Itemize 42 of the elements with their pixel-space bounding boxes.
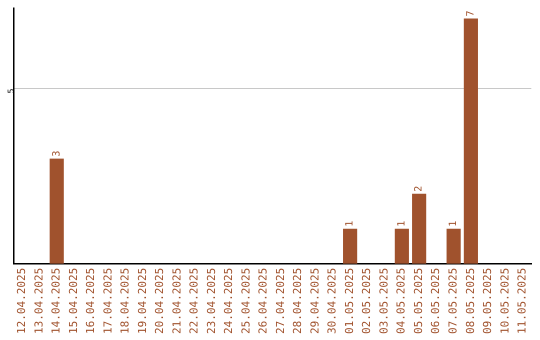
- bar: [464, 18, 478, 264]
- x-tick-label: 28.04.2025: [291, 268, 304, 334]
- bar: [394, 228, 409, 264]
- x-tick-label: 27.04.2025: [274, 268, 287, 334]
- x-tick-label: 08.05.2025: [464, 268, 477, 334]
- x-tick-label: 05.05.2025: [412, 268, 425, 334]
- x-tick-label: 29.04.2025: [308, 268, 322, 334]
- x-tick-label: 23.04.2025: [204, 268, 218, 334]
- x-tick-label: 30.04.2025: [326, 268, 339, 334]
- bar: [343, 228, 358, 264]
- x-tick-label: 03.05.2025: [377, 268, 390, 334]
- bar: [446, 228, 461, 264]
- x-tick-label: 09.05.2025: [481, 268, 494, 334]
- x-tick-label: 11.05.2025: [516, 268, 529, 334]
- x-tick-label: 07.05.2025: [446, 268, 460, 334]
- data-label: 3: [51, 150, 62, 157]
- x-tick-label: 18.04.2025: [118, 268, 132, 334]
- x-tick-label: 04.05.2025: [394, 268, 408, 334]
- x-tick-label: 06.05.2025: [429, 268, 442, 334]
- x-tick-label: 10.05.2025: [498, 268, 512, 334]
- x-tick-label: 15.04.2025: [66, 268, 80, 334]
- x-tick-label: 13.04.2025: [32, 268, 46, 334]
- data-label: 7: [465, 10, 476, 17]
- x-tick-label: 19.04.2025: [136, 268, 149, 334]
- data-label: 1: [344, 220, 356, 227]
- x-tick-label: 17.04.2025: [101, 268, 114, 334]
- data-label: 1: [396, 220, 408, 227]
- data-label: 1: [448, 220, 460, 227]
- x-tick-label: 22.04.2025: [188, 268, 201, 334]
- x-tick-label: 01.05.2025: [342, 268, 356, 334]
- bar: [50, 158, 64, 264]
- x-tick-label: 12.04.2025: [15, 268, 28, 334]
- x-tick-label: 16.04.2025: [84, 268, 98, 334]
- x-tick-label: 14.04.2025: [50, 268, 63, 334]
- x-tick-label: 25.04.2025: [239, 268, 252, 334]
- data-label: 2: [414, 186, 425, 192]
- x-tick-label: 02.05.2025: [360, 268, 374, 334]
- x-tick-label: 21.04.2025: [170, 268, 184, 334]
- x-tick-label: 20.04.2025: [153, 268, 166, 334]
- x-tick-label: 24.04.2025: [222, 268, 236, 334]
- x-tick-label: 26.04.2025: [256, 268, 270, 334]
- bar: [412, 194, 426, 264]
